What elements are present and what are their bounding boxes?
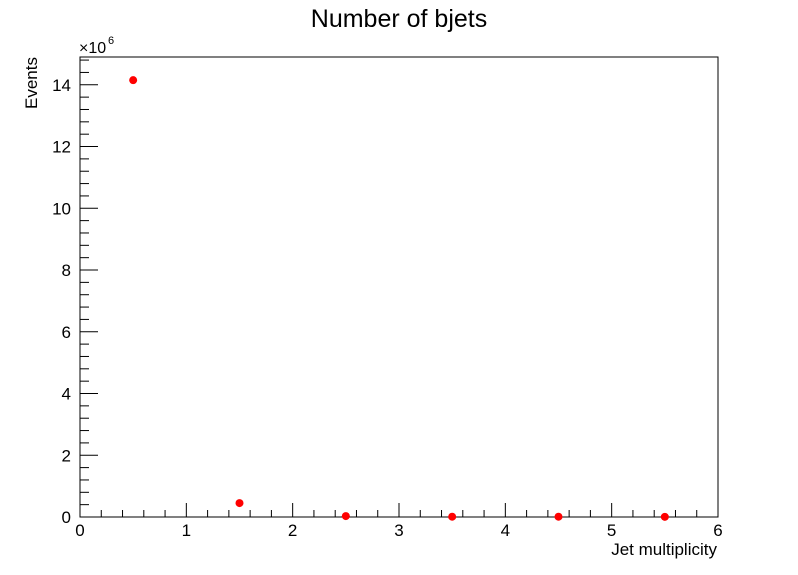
y-axis-multiplier: ×10 xyxy=(79,40,106,57)
x-axis-tick-labels: 0 1 2 3 4 5 6 xyxy=(75,521,722,540)
y-axis-label: Events xyxy=(22,57,41,109)
y-axis-multiplier-exponent: 6 xyxy=(108,35,114,47)
data-points xyxy=(129,76,669,521)
x-axis-label: Jet multiplicity xyxy=(611,540,717,559)
x-tick-label: 0 xyxy=(75,521,84,540)
x-tick-label: 2 xyxy=(288,521,297,540)
x-tick-label: 3 xyxy=(394,521,403,540)
chart-title: Number of bjets xyxy=(311,5,487,33)
y-tick-label: 0 xyxy=(62,508,71,527)
data-point xyxy=(660,512,669,521)
y-axis-tick-labels: 0 2 4 6 8 10 12 14 xyxy=(52,76,71,527)
y-axis-ticks xyxy=(80,59,98,518)
x-tick-label: 1 xyxy=(182,521,191,540)
y-tick-label: 14 xyxy=(52,76,71,95)
y-tick-label: 8 xyxy=(62,261,71,280)
x-tick-label: 6 xyxy=(713,521,722,540)
y-tick-label: 12 xyxy=(52,138,71,157)
data-point xyxy=(448,512,457,521)
x-tick-label: 4 xyxy=(501,521,510,540)
x-tick-label: 5 xyxy=(607,521,616,540)
y-tick-label: 6 xyxy=(62,323,71,342)
data-point xyxy=(235,499,244,508)
data-point xyxy=(554,512,563,521)
data-point xyxy=(341,512,350,521)
y-tick-label: 10 xyxy=(52,199,71,218)
data-point xyxy=(129,76,138,85)
y-tick-label: 2 xyxy=(62,446,71,465)
y-tick-label: 4 xyxy=(62,385,71,404)
x-axis-ticks xyxy=(79,503,719,517)
